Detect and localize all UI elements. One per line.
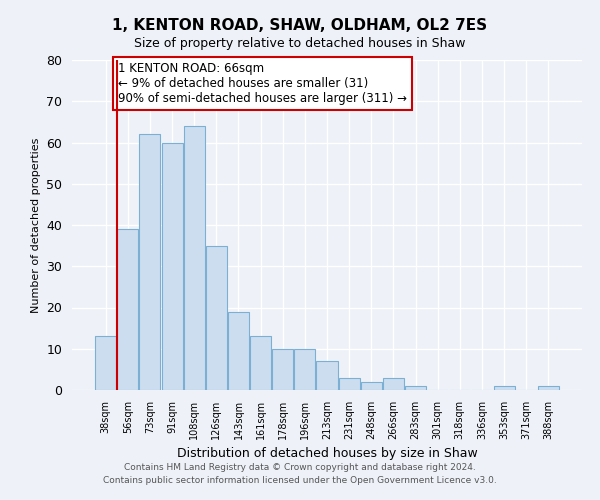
Bar (118, 229, 139, 390)
X-axis label: Distribution of detached houses by size in Shaw: Distribution of detached houses by size … (176, 448, 478, 460)
Text: 1, KENTON ROAD, SHAW, OLDHAM, OL2 7ES: 1, KENTON ROAD, SHAW, OLDHAM, OL2 7ES (112, 18, 488, 32)
Bar (184, 126, 205, 390)
Bar (538, 386, 559, 390)
Text: Contains public sector information licensed under the Open Government Licence v3: Contains public sector information licen… (103, 476, 497, 485)
Bar (139, 134, 160, 390)
Bar (250, 336, 271, 390)
Bar (272, 349, 293, 390)
Bar (295, 349, 316, 390)
Bar (206, 246, 227, 390)
Text: 1 KENTON ROAD: 66sqm
← 9% of detached houses are smaller (31)
90% of semi-detach: 1 KENTON ROAD: 66sqm ← 9% of detached ho… (118, 62, 407, 105)
Bar (405, 386, 426, 390)
Bar (494, 386, 515, 390)
Text: Contains HM Land Registry data © Crown copyright and database right 2024.: Contains HM Land Registry data © Crown c… (124, 462, 476, 471)
Bar (338, 378, 359, 390)
Bar (161, 142, 182, 390)
Y-axis label: Number of detached properties: Number of detached properties (31, 138, 41, 312)
Bar (228, 312, 249, 390)
Bar (361, 382, 382, 390)
Bar (316, 361, 338, 390)
Bar (383, 378, 404, 390)
Text: Size of property relative to detached houses in Shaw: Size of property relative to detached ho… (134, 38, 466, 51)
Bar (95, 336, 116, 390)
